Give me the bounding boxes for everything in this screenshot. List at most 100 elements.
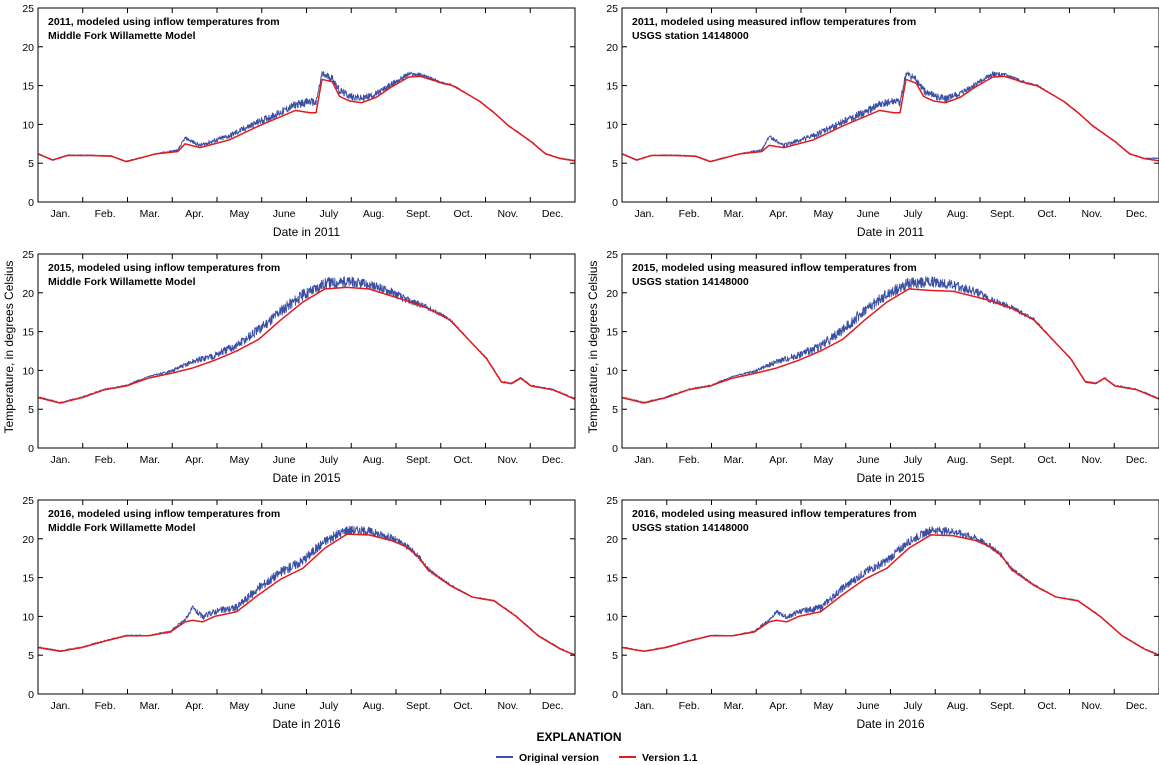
x-tick-label: Aug. <box>947 700 969 712</box>
x-tick-label: Sept. <box>406 700 431 712</box>
x-tick-label: Aug. <box>363 208 385 220</box>
legend-title: EXPLANATION <box>536 730 621 744</box>
x-tick-label: July <box>320 208 339 220</box>
x-axis-label: Date in 2016 <box>272 717 340 731</box>
x-tick-label: Nov. <box>1081 454 1102 466</box>
x-tick-label: Apr. <box>769 454 788 466</box>
panel-title-line2: USGS station 14148000 <box>632 30 749 42</box>
chart-panel-5: 0 5 10 15 20 25 Jan. Feb. Mar. Apr. May June July Aug… <box>22 495 576 731</box>
y-tick-label: 15 <box>22 573 34 585</box>
x-tick-label: Apr. <box>769 700 788 712</box>
x-tick-label: May <box>813 454 834 466</box>
x-tick-label: Jan. <box>634 454 654 466</box>
y-tick-label: 15 <box>606 81 618 93</box>
x-tick-label: Sept. <box>990 208 1015 220</box>
y-tick-label: 10 <box>22 611 34 623</box>
x-tick-label: July <box>904 208 923 220</box>
x-tick-label: Aug. <box>363 454 385 466</box>
x-axis-label: Date in 2011 <box>273 225 340 239</box>
y-tick-label: 20 <box>606 288 618 300</box>
x-tick-label: Sept. <box>406 208 431 220</box>
panel-title-line2: Middle Fork Willamette Model <box>48 276 196 288</box>
x-tick-label: Feb. <box>95 208 116 220</box>
x-tick-label: Feb. <box>679 700 700 712</box>
y-tick-label: 25 <box>606 495 618 507</box>
x-tick-label: Nov. <box>497 454 518 466</box>
x-tick-label: Nov. <box>497 208 518 220</box>
chart-panel-1: 0 5 10 15 20 25 Jan. Feb. Mar. Apr. May June July Aug… <box>22 3 576 239</box>
x-tick-label: Jan. <box>634 208 654 220</box>
series-line-version11-2 <box>621 75 1159 163</box>
y-tick-label: 5 <box>28 158 34 170</box>
x-tick-label: Apr. <box>185 700 204 712</box>
chart-panels: 0 5 10 15 20 25 Jan. Feb. Mar. Apr. May June July Aug… <box>22 3 1159 731</box>
x-tick-label: Apr. <box>769 208 788 220</box>
x-axis-label: Date in 2016 <box>856 717 924 731</box>
series-line-original-4 <box>621 276 1159 404</box>
y-tick-label: 10 <box>606 119 618 131</box>
x-tick-label: Mar. <box>140 208 160 220</box>
y-tick-label: 5 <box>612 404 618 416</box>
x-tick-label: Jan. <box>50 454 70 466</box>
panel-title-line1: 2015, modeled using inflow temperatures … <box>48 262 280 274</box>
panel-title-line2: Middle Fork Willamette Model <box>48 30 196 42</box>
x-tick-label: Apr. <box>185 208 204 220</box>
x-tick-label: July <box>320 700 339 712</box>
x-tick-label: Dec. <box>1126 454 1148 466</box>
x-tick-label: June <box>857 700 880 712</box>
chart-panel-3: 0 5 10 15 20 25 Jan. Feb. Mar. Apr. May June July Aug… <box>22 249 576 485</box>
panel-title-line1: 2015, modeled using measured inflow temp… <box>632 262 917 274</box>
x-tick-label: July <box>320 454 339 466</box>
x-tick-label: July <box>904 700 923 712</box>
x-tick-label: Oct. <box>1037 208 1056 220</box>
x-tick-label: Mar. <box>724 208 744 220</box>
x-tick-label: Oct. <box>1037 454 1056 466</box>
x-tick-label: May <box>813 700 834 712</box>
y-tick-label: 0 <box>28 197 34 209</box>
y-axis-label-right: Temperature, in degrees Celsius <box>586 261 600 434</box>
x-tick-label: June <box>273 454 296 466</box>
series-line-original-2 <box>621 71 1159 163</box>
x-tick-label: Oct. <box>453 454 472 466</box>
x-tick-label: Feb. <box>95 700 116 712</box>
x-tick-label: Feb. <box>679 454 700 466</box>
x-tick-label: Sept. <box>990 700 1015 712</box>
y-tick-label: 5 <box>28 404 34 416</box>
x-axis-label: Date in 2011 <box>857 225 924 239</box>
y-tick-label: 15 <box>606 327 618 339</box>
x-tick-label: Dec. <box>542 208 564 220</box>
x-tick-label: June <box>273 700 296 712</box>
x-tick-label: Sept. <box>406 454 431 466</box>
y-tick-label: 15 <box>22 327 34 339</box>
x-tick-label: Jan. <box>634 700 654 712</box>
y-tick-label: 5 <box>612 158 618 170</box>
y-tick-label: 0 <box>28 689 34 701</box>
series-line-version11-4 <box>621 288 1159 404</box>
x-tick-label: Aug. <box>363 700 385 712</box>
y-tick-label: 10 <box>606 365 618 377</box>
x-tick-label: Aug. <box>947 208 969 220</box>
y-tick-label: 10 <box>22 365 34 377</box>
series-line-version11-5 <box>37 533 576 656</box>
y-tick-label: 25 <box>606 3 618 15</box>
y-tick-label: 20 <box>22 288 34 300</box>
panel-title-line2: Middle Fork Willamette Model <box>48 522 196 534</box>
x-tick-label: Oct. <box>1037 700 1056 712</box>
x-tick-label: Oct. <box>453 700 472 712</box>
y-tick-label: 20 <box>606 534 618 546</box>
series-line-original-6 <box>621 525 1159 656</box>
y-axis-label-left: Temperature, in degrees Celsius <box>2 261 16 434</box>
y-tick-label: 0 <box>28 443 34 455</box>
y-tick-label: 15 <box>606 573 618 585</box>
x-tick-label: July <box>904 454 923 466</box>
legend: EXPLANATION Original version Version 1.1 <box>496 730 698 764</box>
x-tick-label: Mar. <box>724 454 744 466</box>
x-tick-label: Jan. <box>50 208 70 220</box>
chart-panel-4: 0 5 10 15 20 25 Jan. Feb. Mar. Apr. May June July Aug… <box>606 249 1159 485</box>
x-axis-label: Date in 2015 <box>856 471 924 485</box>
y-tick-label: 25 <box>606 249 618 261</box>
x-tick-label: Dec. <box>1126 700 1148 712</box>
x-tick-label: Feb. <box>95 454 116 466</box>
y-tick-label: 10 <box>22 119 34 131</box>
